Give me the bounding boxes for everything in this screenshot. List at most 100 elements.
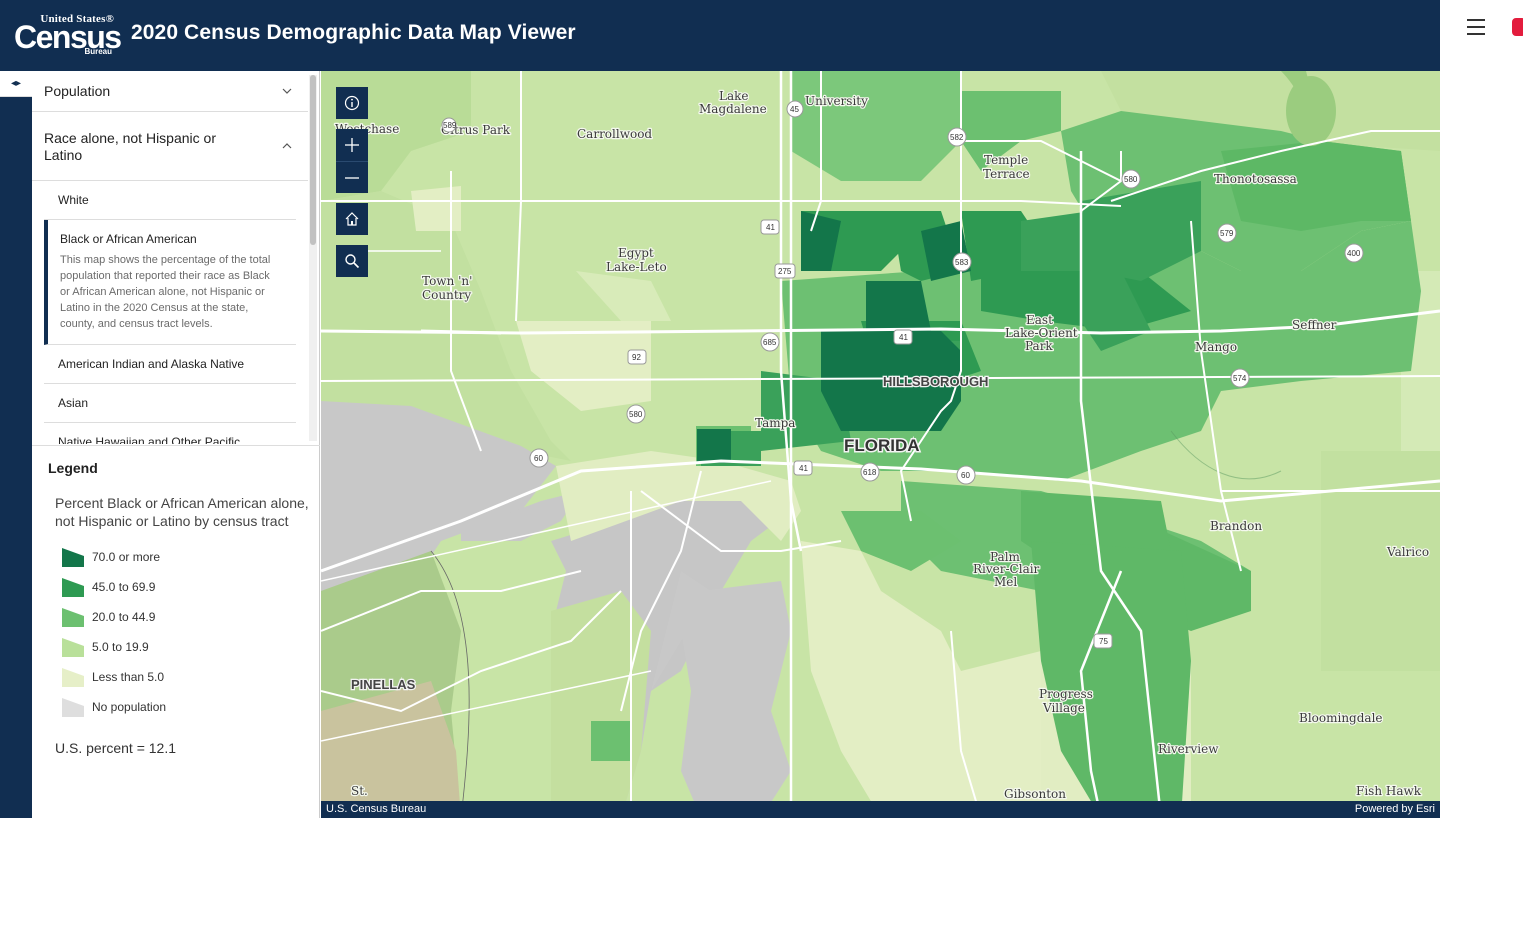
label-bloomingdale: Bloomingdale bbox=[1299, 711, 1383, 725]
sub-item-black[interactable]: Black or African American This map shows… bbox=[44, 220, 296, 345]
legend-item: Less than 5.0 bbox=[62, 662, 304, 692]
legend-swatch bbox=[62, 638, 84, 657]
scrollbar-thumb[interactable] bbox=[310, 75, 316, 245]
shield-45: 45 bbox=[786, 100, 804, 118]
info-icon[interactable] bbox=[336, 87, 368, 119]
legend-item: 20.0 to 44.9 bbox=[62, 602, 304, 632]
sub-item-asian[interactable]: Asian bbox=[44, 384, 296, 423]
legend-item-label: 45.0 to 69.9 bbox=[92, 580, 156, 594]
label-east-lake-2: Lake-Orient bbox=[1005, 326, 1078, 340]
label-carrollwood: Carrollwood bbox=[577, 127, 652, 141]
legend-item: No population bbox=[62, 692, 304, 722]
shield-579: 579 bbox=[1217, 223, 1237, 243]
tract bbox=[1221, 141, 1411, 231]
legend-item: 45.0 to 69.9 bbox=[62, 572, 304, 602]
tract bbox=[591, 721, 631, 761]
svg-text:400: 400 bbox=[1347, 249, 1361, 258]
label-temple-terrace-2: Terrace bbox=[983, 167, 1030, 181]
tract bbox=[801, 211, 841, 271]
category-population[interactable]: Population bbox=[32, 71, 308, 112]
lake bbox=[1286, 76, 1336, 146]
tract bbox=[576, 271, 671, 321]
svg-text:45: 45 bbox=[790, 105, 799, 114]
label-thonotosassa: Thonotosassa bbox=[1214, 172, 1297, 186]
legend-item-label: Less than 5.0 bbox=[92, 670, 165, 684]
place-labels: Westchase Citrus Park Carrollwood Lake M… bbox=[334, 88, 1431, 803]
shield-685: 685 bbox=[760, 332, 780, 352]
zoom-in-icon[interactable] bbox=[336, 129, 368, 161]
water bbox=[681, 581, 791, 818]
label-temple-terrace-1: Temple bbox=[984, 153, 1028, 167]
tract bbox=[801, 541, 1041, 818]
legend-items: 70.0 or more 45.0 to 69.9 20.0 to 44.9 5.0 … bbox=[62, 542, 304, 722]
label-town-n-country-2: Country bbox=[422, 288, 471, 302]
label-egypt-1: Egypt bbox=[618, 246, 654, 260]
svg-text:41: 41 bbox=[799, 464, 808, 473]
expand-collapse-arrows-icon[interactable]: ◂▸ bbox=[0, 71, 32, 97]
tract bbox=[556, 451, 801, 541]
svg-text:583: 583 bbox=[955, 258, 969, 267]
home-icon[interactable] bbox=[336, 203, 368, 235]
map-view[interactable]: Westchase Citrus Park Carrollwood Lake M… bbox=[321, 71, 1440, 818]
layer-list: Population Race alone, not Hispanic or L… bbox=[32, 71, 308, 444]
shield-582: 582 bbox=[947, 127, 967, 147]
label-east-lake-3: Park bbox=[1025, 339, 1053, 353]
legend-layer-title: Percent Black or African American alone,… bbox=[55, 495, 309, 529]
shield-75: 75 bbox=[1093, 633, 1113, 649]
river bbox=[1170, 430, 1282, 480]
tract bbox=[791, 71, 961, 181]
category-label: Population bbox=[44, 83, 111, 99]
legend-item: 70.0 or more bbox=[62, 542, 304, 572]
census-logo[interactable]: United States® Census Bureau bbox=[14, 13, 122, 57]
label-riverview: Riverview bbox=[1158, 742, 1219, 756]
shield-400: 400 bbox=[1344, 243, 1364, 263]
svg-text:580: 580 bbox=[629, 410, 643, 419]
chevron-down-icon bbox=[282, 88, 292, 94]
zoom-out-icon[interactable] bbox=[336, 161, 368, 193]
sub-item-label: American Indian and Alaska Native bbox=[58, 357, 245, 371]
shield-589: 589 bbox=[441, 117, 457, 133]
legend-item-label: 5.0 to 19.9 bbox=[92, 640, 149, 654]
legend-item: 5.0 to 19.9 bbox=[62, 632, 304, 662]
attribution-right[interactable]: Powered by Esri bbox=[1354, 803, 1435, 815]
svg-text:75: 75 bbox=[1099, 637, 1108, 646]
tract bbox=[1321, 451, 1440, 671]
search-icon[interactable] bbox=[336, 245, 368, 277]
sub-item-native-hawaiian[interactable]: Native Hawaiian and Other Pacific bbox=[44, 423, 296, 444]
shield-41a: 41 bbox=[760, 219, 780, 235]
water bbox=[461, 491, 581, 541]
category-label: Race alone, not Hispanic or Latino bbox=[44, 130, 216, 163]
tract bbox=[821, 331, 881, 431]
tract bbox=[841, 511, 961, 571]
left-rail: ◂▸ bbox=[0, 71, 32, 818]
category-race[interactable]: Race alone, not Hispanic or Latino bbox=[32, 112, 308, 181]
tract bbox=[321, 191, 571, 461]
label-town-n-country-1: Town 'n' bbox=[422, 274, 472, 288]
svg-text:60: 60 bbox=[961, 471, 970, 480]
tract bbox=[881, 331, 961, 431]
feedback-tab[interactable] bbox=[1512, 18, 1523, 36]
hamburger-menu-icon[interactable] bbox=[1462, 16, 1490, 38]
shield-41c: 41 bbox=[793, 460, 813, 476]
svg-text:41: 41 bbox=[899, 333, 908, 342]
label-mango: Mango bbox=[1195, 340, 1237, 354]
county-pinellas-south bbox=[321, 681, 461, 818]
tract bbox=[1101, 71, 1440, 151]
shield-580a: 580 bbox=[1121, 169, 1141, 189]
shield-618: 618 bbox=[860, 462, 880, 482]
label-progress-village-2: Village bbox=[1042, 701, 1085, 715]
sub-item-american-indian[interactable]: American Indian and Alaska Native bbox=[44, 345, 296, 384]
map-canvas[interactable]: Westchase Citrus Park Carrollwood Lake M… bbox=[321, 71, 1440, 818]
label-florida: FLORIDA bbox=[844, 436, 920, 455]
svg-text:41: 41 bbox=[766, 223, 775, 232]
layer-list-scrollbar[interactable] bbox=[309, 75, 317, 441]
legend-item-label: No population bbox=[92, 700, 167, 714]
svg-text:92: 92 bbox=[632, 353, 641, 362]
label-st-pete: St. bbox=[351, 784, 368, 798]
label-university: University bbox=[805, 94, 868, 108]
label-brandon: Brandon bbox=[1210, 519, 1262, 533]
tract bbox=[866, 281, 931, 331]
sub-item-white[interactable]: White bbox=[44, 181, 296, 220]
roads bbox=[321, 71, 1440, 818]
side-panel: Population Race alone, not Hispanic or L… bbox=[32, 71, 320, 818]
